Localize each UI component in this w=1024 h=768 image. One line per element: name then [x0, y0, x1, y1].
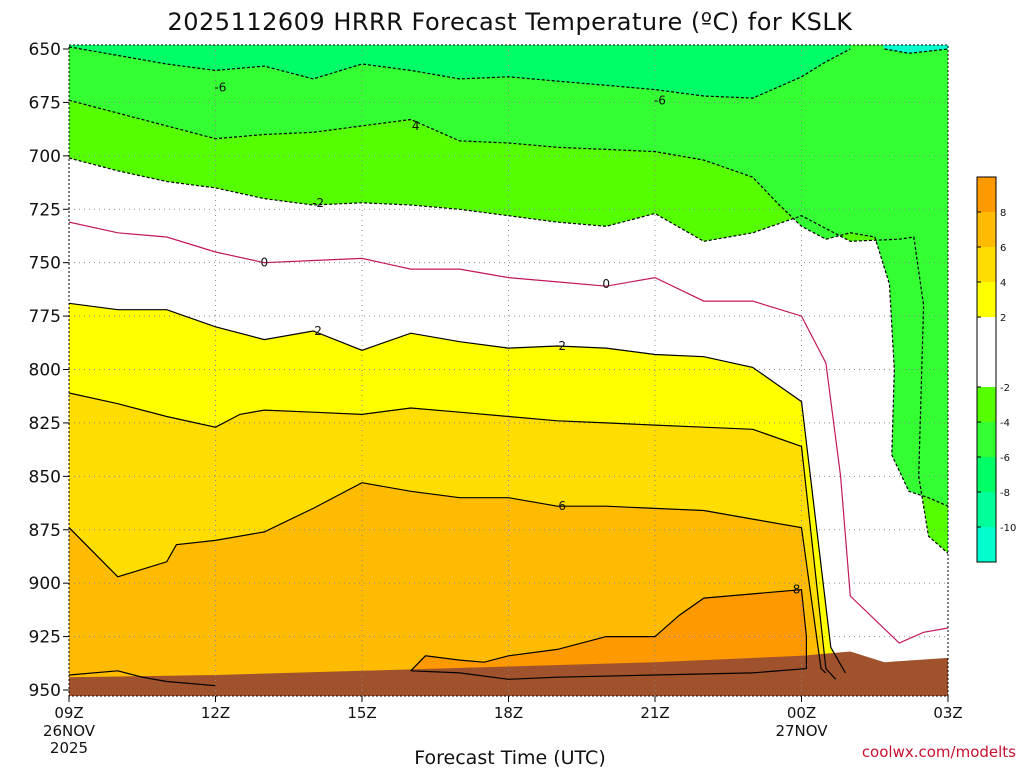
colorbar-tick-label: -2	[1000, 383, 1010, 394]
colorbar: -10 -8 -6 -4 -2 2 4 6 8	[976, 176, 1016, 563]
y-tick-label: 700	[29, 147, 61, 167]
colorbar-band	[977, 247, 996, 282]
fill-below-6c	[69, 45, 851, 99]
fill-above-8c	[410, 589, 807, 680]
ground-surface	[69, 651, 948, 696]
x-tick-label: 15Z	[347, 704, 376, 722]
contour-line-minus10	[884, 48, 948, 54]
contour-label: 6	[558, 499, 566, 513]
colorbar-band	[977, 387, 996, 422]
x-tick-label: 09Z	[54, 704, 83, 722]
x-tick-date: 26NOV	[43, 722, 96, 740]
contour-line-minus4	[69, 99, 948, 507]
axes: 6506757007257507758008258508759009259500…	[29, 40, 963, 757]
x-tick-label: 12Z	[201, 704, 230, 722]
contour-label: -6	[654, 93, 666, 107]
contour-label: 0	[261, 256, 269, 270]
colorbar-band	[977, 282, 996, 317]
y-tick-label: 900	[29, 574, 61, 594]
contour-label: -6	[214, 80, 226, 94]
y-tick-label: 925	[29, 628, 61, 648]
y-tick-label: 950	[29, 681, 61, 701]
colorbar-band	[977, 212, 996, 247]
y-tick-label: 875	[29, 521, 61, 541]
x-tick-label: 00Z	[787, 704, 816, 722]
colorbar-tick-label: -4	[1000, 418, 1010, 429]
contour-line-0	[69, 221, 948, 644]
contour-label: 2	[314, 324, 322, 338]
y-tick-label: 675	[29, 93, 61, 113]
y-tick-label: 725	[29, 200, 61, 220]
y-tick-label: 850	[29, 467, 61, 487]
colorbar-tick-label: 8	[1000, 208, 1006, 219]
x-axis-label: Forecast Time (UTC)	[414, 747, 605, 768]
contour-label: 8	[793, 583, 801, 597]
y-tick-label: 650	[29, 40, 61, 60]
chart-title: 2025112609 HRRR Forecast Temperature (ºC…	[168, 8, 854, 36]
contour-line-2	[69, 302, 846, 674]
x-tick-label: 21Z	[640, 704, 669, 722]
colorbar-tick-label: -8	[1000, 488, 1010, 499]
contour-line-8	[410, 588, 808, 680]
colorbar-tick-label: 2	[1000, 313, 1006, 324]
contour-label: -2	[312, 196, 324, 210]
y-tick-label: 825	[29, 414, 61, 434]
y-tick-label: 750	[29, 254, 61, 274]
credit-link[interactable]: coolwx.com/modelts	[862, 743, 1016, 761]
colorbar-tick-label: -6	[1000, 453, 1010, 464]
colorbar-band	[977, 317, 996, 387]
fill-below-4c	[69, 45, 948, 507]
contour-label: 2	[558, 339, 566, 353]
contour-line-4	[69, 392, 837, 680]
y-tick-label: 800	[29, 361, 61, 381]
colorbar-band	[977, 457, 996, 492]
y-tick-label: 775	[29, 307, 61, 327]
contour-label: 0	[602, 277, 610, 291]
colorbar-frame	[976, 176, 997, 563]
grid-lines	[69, 45, 948, 696]
contour-line-6	[69, 482, 827, 674]
x-tick-label: 18Z	[494, 704, 523, 722]
colorbar-band	[977, 177, 996, 212]
contour-line-minus6	[69, 46, 851, 99]
contour-line-6	[69, 670, 216, 687]
x-tick-year: 2025	[50, 739, 88, 757]
contour-lines: -6 -6 4 -2 0 0 2 2 6 8	[69, 46, 948, 687]
colorbar-tick-label: 6	[1000, 243, 1006, 254]
x-tick-date: 27NOV	[775, 722, 828, 740]
contour-label: 4	[412, 119, 420, 133]
colorbar-band	[977, 492, 996, 527]
plot-area	[69, 45, 948, 696]
colorbar-tick-label: 4	[1000, 278, 1006, 289]
colorbar-tick-label: -10	[1000, 523, 1016, 534]
colorbar-band	[977, 527, 996, 562]
fill-below-2c	[69, 45, 948, 554]
fill-below-10c	[882, 45, 948, 54]
x-tick-label: 03Z	[933, 704, 962, 722]
colorbar-band	[977, 422, 996, 457]
